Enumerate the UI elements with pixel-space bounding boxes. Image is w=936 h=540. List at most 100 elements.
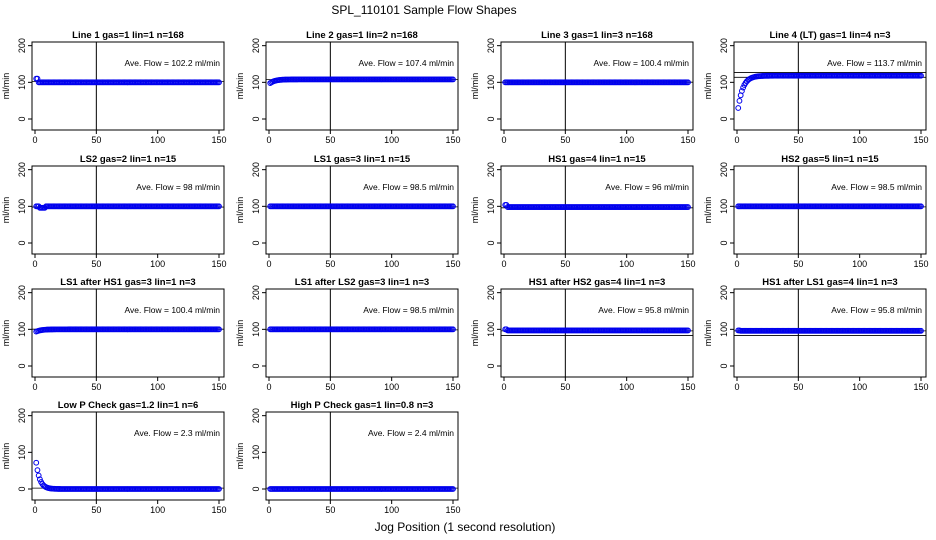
panel-title: Line 2 gas=1 lin=2 n=168 [306, 30, 418, 41]
x-tick-label: 150 [913, 135, 928, 145]
figure-title: SPL_110101 Sample Flow Shapes [331, 3, 516, 17]
data-point [450, 203, 456, 210]
panel-title: Line 4 (LT) gas=1 lin=4 n=3 [770, 30, 891, 41]
y-tick-label: 200 [486, 285, 496, 300]
y-axis-label: ml/min [235, 73, 245, 100]
data-point [216, 203, 222, 210]
x-tick-label: 100 [852, 135, 867, 145]
data-point [685, 79, 691, 86]
panel-4: Line 4 (LT) gas=1 lin=4 n=3 0 50 100 150 0 100… [703, 30, 929, 145]
x-tick-label: 150 [913, 259, 928, 269]
y-tick-label: 0 [17, 486, 27, 491]
panel-title: LS2 gas=2 lin=1 n=15 [80, 154, 177, 165]
data-point [35, 472, 42, 479]
y-tick-label: 0 [251, 486, 261, 491]
average-flow-annotation: Ave. Flow = 113.7 ml/min [827, 58, 922, 68]
y-axis-label: ml/min [1, 320, 11, 347]
y-tick-label: 0 [486, 363, 496, 368]
y-axis-label: ml/min [703, 73, 713, 100]
data-point [735, 105, 742, 111]
x-tick-label: 50 [560, 259, 570, 269]
y-tick-label: 0 [719, 116, 729, 121]
x-tick-label: 100 [852, 382, 867, 392]
x-tick-label: 150 [211, 259, 226, 269]
y-tick-label: 100 [251, 445, 261, 460]
x-tick-label: 100 [384, 259, 399, 269]
x-tick-label: 50 [793, 259, 803, 269]
x-tick-label: 150 [445, 505, 460, 515]
x-tick-label: 150 [211, 505, 226, 515]
average-flow-annotation: Ave. Flow = 107.4 ml/min [358, 58, 454, 68]
panel-frame [500, 165, 694, 255]
y-tick-label: 100 [719, 75, 729, 90]
y-axis-label: ml/min [703, 197, 713, 224]
x-tick-label: 0 [266, 382, 271, 392]
y-tick-label: 200 [251, 162, 261, 177]
panel-11: HS1 after HS2 gas=4 lin=1 n=3 0 50 100 150 0 1… [470, 277, 696, 392]
average-flow-annotation: Ave. Flow = 98.5 ml/min [363, 182, 454, 192]
data-point [33, 459, 40, 466]
panel-frame [31, 165, 225, 255]
data-point [736, 97, 743, 104]
y-tick-label: 100 [17, 445, 27, 460]
data-point [685, 204, 691, 210]
panel-frame [733, 165, 927, 255]
average-flow-annotation: Ave. Flow = 100.4 ml/min [593, 58, 689, 68]
y-tick-label: 0 [719, 363, 729, 368]
x-tick-label: 50 [91, 505, 101, 515]
x-tick-label: 100 [619, 382, 634, 392]
y-tick-label: 0 [486, 116, 496, 121]
x-tick-label: 50 [560, 382, 570, 392]
panel-frame [31, 41, 225, 131]
y-axis-label: ml/min [1, 197, 11, 224]
y-tick-label: 200 [251, 38, 261, 53]
y-tick-label: 100 [719, 199, 729, 214]
data-point [450, 76, 456, 83]
y-axis-label: ml/min [470, 320, 480, 347]
x-tick-label: 50 [325, 259, 335, 269]
y-axis-label: ml/min [235, 443, 245, 470]
x-tick-label: 100 [619, 135, 634, 145]
panel-9: LS1 after HS1 gas=3 lin=1 n=3 0 50 100 150 0 1… [1, 277, 227, 392]
average-flow-annotation: Ave. Flow = 98.5 ml/min [831, 182, 922, 192]
x-tick-label: 0 [266, 505, 271, 515]
panel-frame [31, 288, 225, 378]
panel-2: Line 2 gas=1 lin=2 n=168 0 50 100 150 0 100 200… [235, 30, 461, 145]
data-point [216, 486, 222, 492]
x-tick-label: 150 [445, 259, 460, 269]
y-tick-label: 0 [17, 240, 27, 245]
x-tick-label: 0 [266, 259, 271, 269]
y-tick-label: 0 [486, 240, 496, 245]
x-tick-label: 100 [384, 505, 399, 515]
panel-10: LS1 after LS2 gas=3 lin=1 n=3 0 50 100 150 0 1… [235, 277, 461, 392]
panel-5: LS2 gas=2 lin=1 n=15 0 50 100 150 0 100 200 ml/m… [1, 154, 227, 269]
data-point [37, 476, 43, 483]
x-tick-label: 100 [384, 382, 399, 392]
panel-frame [500, 288, 694, 378]
x-tick-label: 50 [793, 382, 803, 392]
y-tick-label: 0 [251, 363, 261, 368]
panel-title: LS1 after HS1 gas=3 lin=1 n=3 [60, 277, 195, 288]
y-axis-label: ml/min [1, 443, 11, 470]
x-tick-label: 50 [91, 135, 101, 145]
panel-frame [733, 41, 927, 131]
x-tick-label: 150 [680, 135, 695, 145]
panel-6: LS1 gas=3 lin=1 n=15 0 50 100 150 0 100 200 ml/m… [235, 154, 461, 269]
x-tick-label: 100 [150, 505, 165, 515]
panel-title: HS1 gas=4 lin=1 n=15 [548, 154, 646, 165]
y-tick-label: 100 [486, 199, 496, 214]
x-tick-label: 50 [793, 135, 803, 145]
panel-frame [265, 41, 459, 131]
x-tick-label: 0 [32, 505, 37, 515]
y-tick-label: 200 [486, 38, 496, 53]
y-tick-label: 100 [251, 75, 261, 90]
panel-title: LS1 after LS2 gas=3 lin=1 n=3 [295, 277, 429, 288]
x-tick-label: 100 [619, 259, 634, 269]
y-tick-label: 200 [251, 285, 261, 300]
data-point [918, 327, 924, 334]
average-flow-annotation: Ave. Flow = 102.2 ml/min [124, 58, 220, 68]
x-tick-label: 0 [734, 259, 739, 269]
y-axis-label: ml/min [235, 320, 245, 347]
panel-3: Line 3 gas=1 lin=3 n=168 0 50 100 150 0 100 200… [470, 30, 696, 145]
y-axis-label: ml/min [703, 320, 713, 347]
